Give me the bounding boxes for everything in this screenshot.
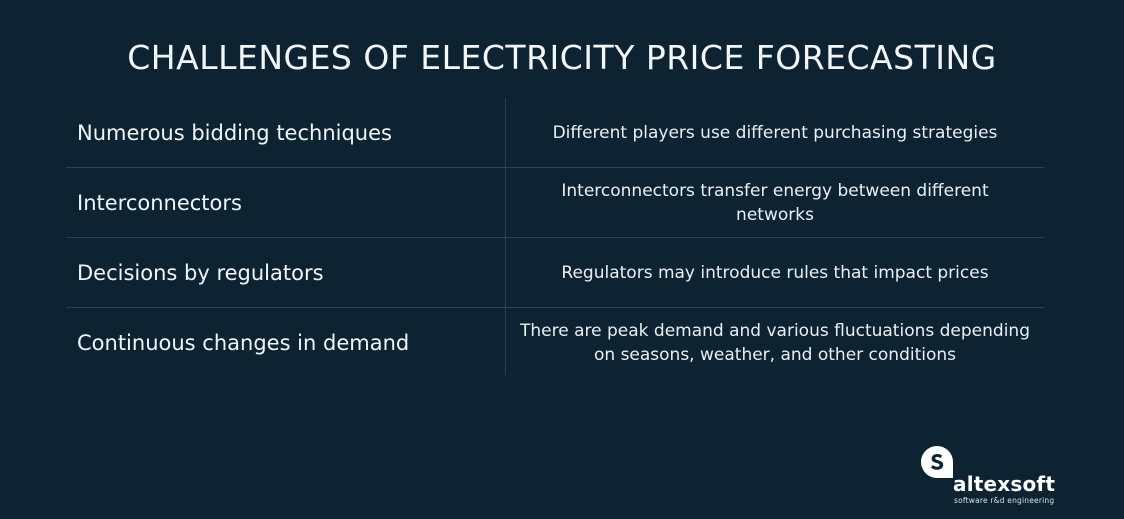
challenge-label: Decisions by regulators — [77, 260, 324, 285]
challenge-label: Continuous changes in demand — [77, 330, 410, 355]
challenge-label: Numerous bidding techniques — [77, 120, 392, 145]
logo-tagline: software r&d engineering — [954, 496, 1055, 505]
challenge-description: Different players use different purchasi… — [552, 122, 998, 143]
challenge-description: Interconnectors transfer energy between … — [561, 180, 989, 225]
challenge-description: There are peak demand and various fluctu… — [520, 320, 1030, 365]
table-row: Decisions by regulators Regulators may i… — [66, 238, 1044, 308]
table-row: Numerous bidding techniques Different pl… — [66, 98, 1044, 168]
logo-mark-icon — [921, 446, 953, 478]
page-title: CHALLENGES OF ELECTRICITY PRICE FORECAST… — [127, 38, 997, 77]
challenge-description: Regulators may introduce rules that impa… — [561, 262, 989, 283]
altexsoft-logo: altexsoft software r&d engineering — [920, 445, 1055, 507]
column-divider — [505, 98, 506, 375]
challenges-table: Numerous bidding techniques Different pl… — [66, 98, 1044, 377]
logo-wordmark: altexsoft — [953, 472, 1056, 496]
table-row: Continuous changes in demand There are p… — [66, 308, 1044, 377]
challenge-label: Interconnectors — [77, 190, 242, 215]
table-row: Interconnectors Interconnectors transfer… — [66, 168, 1044, 238]
